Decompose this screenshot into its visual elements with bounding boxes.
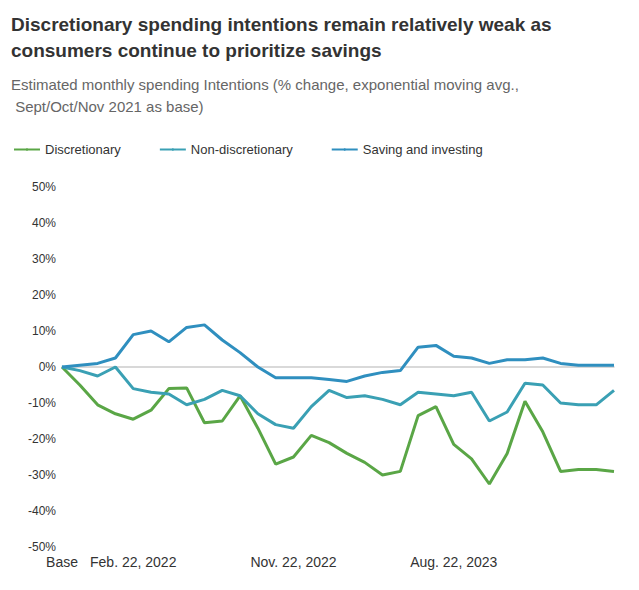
svg-text:Discretionary spending intenti: Discretionary spending intentions remain… xyxy=(11,14,557,35)
svg-text:Sept/Oct/Nov 2021 as base): Sept/Oct/Nov 2021 as base) xyxy=(11,98,204,115)
svg-text:consumers continue to prioriti: consumers continue to prioritize savings xyxy=(11,40,382,61)
svg-text:30%: 30% xyxy=(32,252,56,266)
svg-text:40%: 40% xyxy=(32,216,56,230)
svg-text:50%: 50% xyxy=(32,180,56,194)
svg-text:-30%: -30% xyxy=(28,468,56,482)
svg-text:Base: Base xyxy=(46,554,78,570)
svg-text:-20%: -20% xyxy=(28,432,56,446)
svg-text:-10%: -10% xyxy=(28,396,56,410)
svg-text:-40%: -40% xyxy=(28,504,56,518)
svg-text:20%: 20% xyxy=(32,288,56,302)
svg-text:Saving and investing: Saving and investing xyxy=(363,142,483,157)
svg-text:Nov. 22, 2022: Nov. 22, 2022 xyxy=(250,554,336,570)
svg-text:Non-discretionary: Non-discretionary xyxy=(191,142,293,157)
svg-text:Discretionary: Discretionary xyxy=(45,142,121,157)
svg-text:0%: 0% xyxy=(39,360,57,374)
svg-text:10%: 10% xyxy=(32,324,56,338)
svg-text:Estimated monthly spending Int: Estimated monthly spending Intentions (%… xyxy=(11,76,519,93)
svg-text:-50%: -50% xyxy=(28,540,56,554)
svg-text:Feb. 22, 2022: Feb. 22, 2022 xyxy=(90,554,177,570)
svg-text:Aug. 22, 2023: Aug. 22, 2023 xyxy=(410,554,497,570)
